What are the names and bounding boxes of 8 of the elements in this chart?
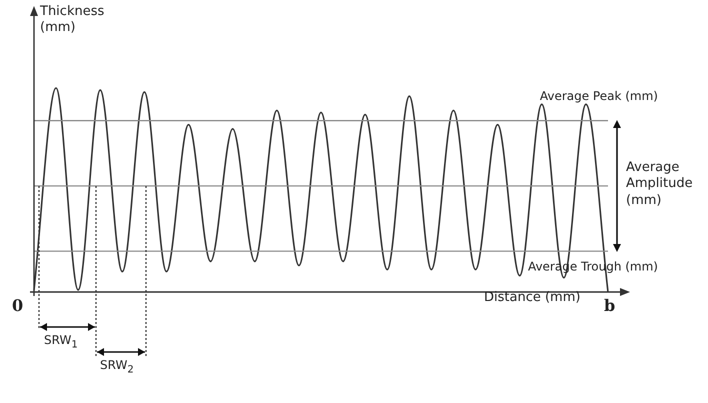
text: SRW$_{1}$ [44, 333, 78, 352]
text: b [604, 296, 616, 316]
y-axis-title: Thickness (mm) [40, 4, 106, 36]
ref-line-label: Average Peak (mm) [540, 88, 658, 103]
text: SRW$_{2}$ [100, 358, 134, 377]
text: 0 [12, 296, 24, 316]
text: Average Amplitude (mm) [626, 160, 694, 209]
x-axis-title: Distance (mm) [484, 290, 580, 306]
